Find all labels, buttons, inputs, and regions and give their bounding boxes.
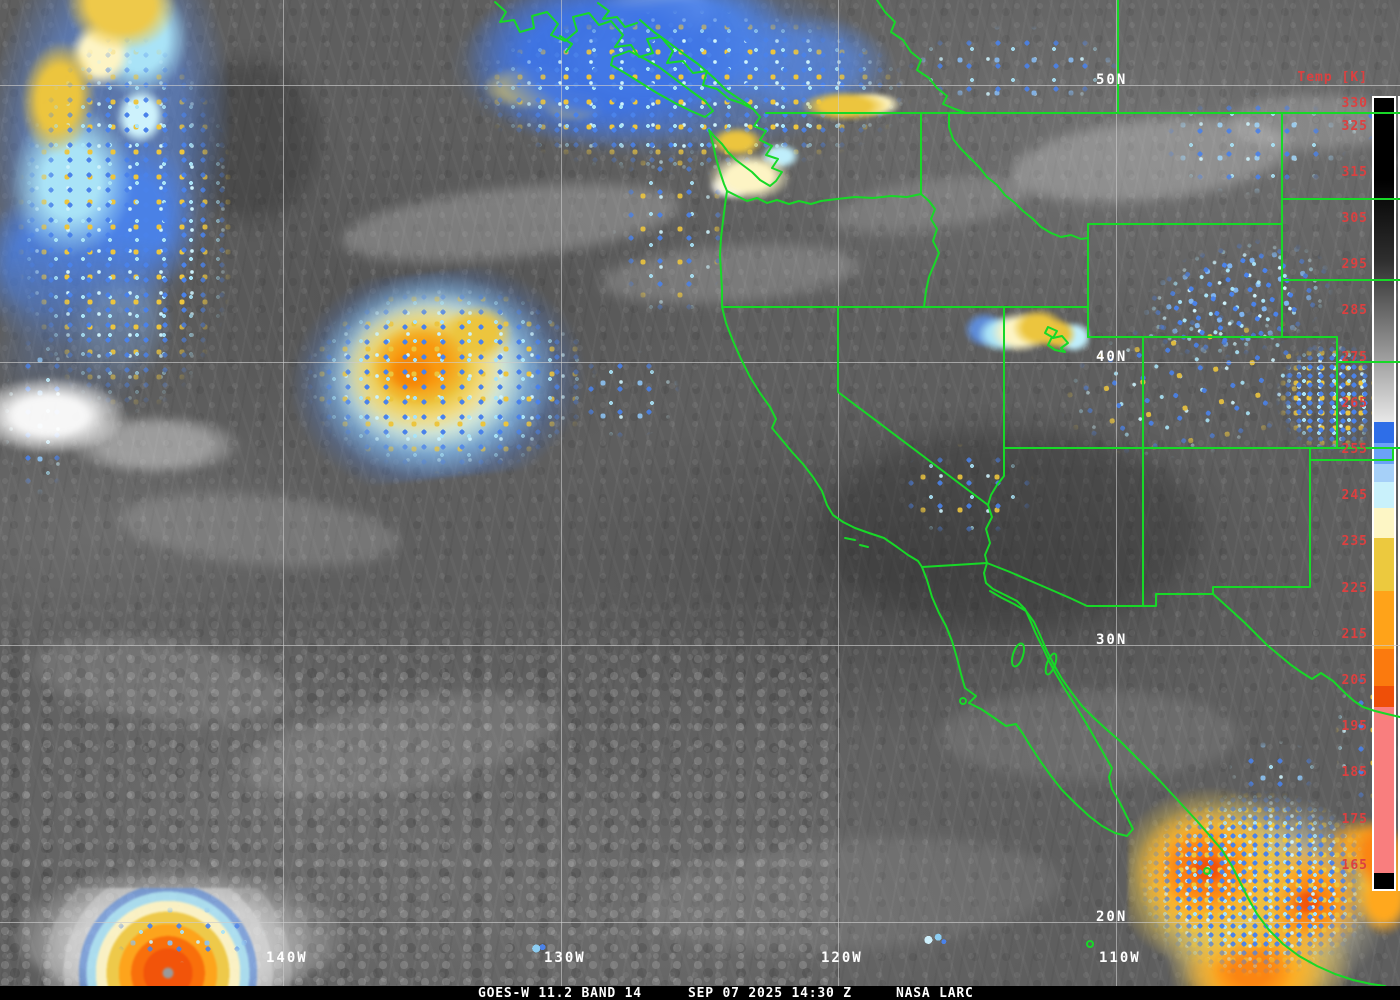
colorbar-segment <box>1374 422 1394 444</box>
cloud-speckle-alberta <box>878 15 1150 120</box>
colorbar-tick-label: 245 <box>1341 488 1368 504</box>
colorbar-segment <box>1374 591 1394 649</box>
longitude-label: 110W <box>1099 950 1141 966</box>
status-credit-label: NASA LARC <box>896 986 974 1000</box>
colorbar-tick-label: 275 <box>1341 349 1368 365</box>
cloud-wisp <box>117 482 403 578</box>
cloud-speckle-rockies-north <box>1101 200 1374 398</box>
colorbar-edge-sliver <box>1398 96 1400 891</box>
gridline-longitude <box>838 0 839 986</box>
colorbar-segment <box>1374 443 1394 464</box>
colorbar-segment <box>1374 872 1394 890</box>
longitude-label: 130W <box>544 950 586 966</box>
gridline-latitude <box>0 645 1400 646</box>
cloud-wisp <box>234 672 566 818</box>
status-bar: GOES-W 11.2 BAND 14 SEP 07 2025 14:30 Z … <box>0 986 1400 1000</box>
gridline-latitude <box>0 362 1400 363</box>
colorbar-segment <box>1374 685 1394 707</box>
border-tx-nm <box>1212 447 1311 595</box>
cloud-cluster-utah <box>955 300 1090 362</box>
latitude-label: 20N <box>1096 909 1128 925</box>
temperature-colorbar <box>1372 96 1396 891</box>
cloud-speckle-storm-midleft <box>268 262 633 497</box>
border-or-id-snake <box>920 193 940 308</box>
cloud-gold-patch-border <box>800 90 900 122</box>
colorbar-tick-label: 195 <box>1341 719 1368 735</box>
cloud-speck-small <box>920 930 948 948</box>
longitude-label: 120W <box>821 950 863 966</box>
cloud-wisp <box>636 825 1064 965</box>
colorbar-segment <box>1374 537 1394 591</box>
colorbar-segment <box>1374 463 1394 483</box>
cloud-speck-small <box>529 942 547 955</box>
cloud-speckle-storm-tail <box>558 338 693 450</box>
colorbar-tick-label: 265 <box>1341 395 1368 411</box>
colorbar-segment <box>1374 98 1394 423</box>
cloud-wisp <box>25 622 295 738</box>
colorbar-tick-label: 315 <box>1341 164 1368 180</box>
cloud-wisp <box>598 236 862 312</box>
coastline-bc-mainland <box>639 19 751 107</box>
gridline-longitude <box>283 0 284 986</box>
islets-top-left <box>559 2 638 53</box>
colorbar-tick-label: 215 <box>1341 626 1368 642</box>
cloud-wisp <box>940 690 1240 780</box>
status-timestamp-label: SEP 07 2025 14:30 Z <box>688 986 852 1000</box>
cloud-wisp <box>337 170 683 276</box>
border-mt-id <box>948 112 1089 240</box>
status-product-label: GOES-W 11.2 BAND 14 <box>478 986 642 1000</box>
cloud-wisp <box>1006 105 1294 215</box>
dark-cloud-shadow <box>180 60 320 220</box>
colorbar-tick-label: 285 <box>1341 303 1368 319</box>
bright-cloud-left-edge <box>0 378 125 453</box>
latitude-label: 40N <box>1096 349 1128 365</box>
colorbar-segment <box>1374 706 1394 873</box>
colorbar-segment <box>1374 648 1394 686</box>
island-socorro <box>1086 940 1094 948</box>
gridline-latitude <box>0 85 1400 86</box>
colorbar-tick-label: 205 <box>1341 673 1368 689</box>
colorbar-tick-label: 175 <box>1341 811 1368 827</box>
cloud-storm-midleft <box>278 256 608 493</box>
island-cedros <box>959 697 967 705</box>
island-gulf-2 <box>1044 652 1058 676</box>
coastline-pacific <box>494 1 1134 837</box>
cloud-speckle-oregon-coast <box>598 118 743 343</box>
colorbar-tick-label: 330 <box>1341 95 1368 111</box>
colorbar-tick-label: 165 <box>1341 857 1368 873</box>
colorbar-tick-label: 295 <box>1341 257 1368 273</box>
island-gulf-1 <box>1010 642 1026 668</box>
border-wa-or-columbia <box>726 190 922 205</box>
colorbar-tick-label: 185 <box>1341 765 1368 781</box>
colorbar-tick-label: 235 <box>1341 534 1368 550</box>
cloud-patch-washington <box>693 118 818 213</box>
latitude-label: 30N <box>1096 632 1128 648</box>
colorbar-segment <box>1374 507 1394 538</box>
cloud-speckle-southern-utah <box>878 432 1053 550</box>
bright-cloud-left-edge-2 <box>70 415 240 475</box>
vancouver-island <box>610 50 714 118</box>
longitude-label: 140W <box>266 950 308 966</box>
border-az-nv-river <box>987 447 1005 506</box>
cloud-wisp <box>827 166 1033 244</box>
latitude-label: 50N <box>1096 72 1128 88</box>
colorbar-segment <box>1374 482 1394 508</box>
dark-clear-zone <box>820 430 1200 630</box>
channel-islands <box>844 537 869 548</box>
colorbar-title: Temp [K] <box>1297 70 1368 85</box>
colorbar-tick-label: 305 <box>1341 211 1368 227</box>
gridline-longitude <box>561 0 562 986</box>
gridline-longitude <box>1116 0 1117 986</box>
colorbar-tick-label: 255 <box>1341 442 1368 458</box>
colorbar-tick-label: 325 <box>1341 118 1368 134</box>
hurricane-core <box>40 888 296 1000</box>
colorbar-tick-label: 225 <box>1341 580 1368 596</box>
